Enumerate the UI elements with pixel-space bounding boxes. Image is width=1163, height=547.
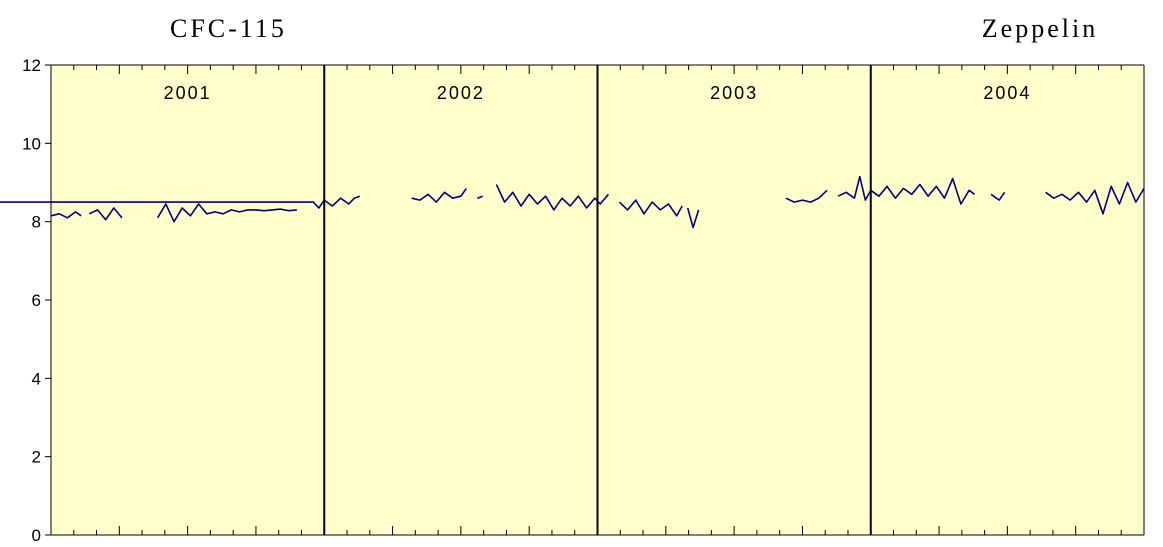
station-title: Zeppelin <box>981 14 1099 43</box>
y-tick-label: 4 <box>32 369 41 388</box>
data-line-segment <box>50 211 82 219</box>
data-line-segment <box>88 207 123 221</box>
data-line-segment <box>785 189 828 203</box>
year-label: 2001 <box>164 83 212 103</box>
data-line-segment <box>618 199 683 217</box>
data-line-segment <box>156 203 297 223</box>
data-line-segment <box>411 187 467 203</box>
data-line-segment <box>495 184 610 211</box>
year-label: 2002 <box>437 83 485 103</box>
data-line-segment <box>1045 181 1145 215</box>
chart-title: CFC-115 <box>170 14 287 43</box>
y-tick-label: 8 <box>32 213 41 232</box>
y-tick-label: 2 <box>32 448 41 467</box>
data-line-segment <box>837 175 976 205</box>
y-tick-label: 6 <box>32 291 41 310</box>
data-line-segment <box>686 207 700 229</box>
data-line-segment <box>990 191 1006 201</box>
y-tick-label: 10 <box>22 134 41 153</box>
data-line-segment <box>477 195 483 199</box>
year-label: 2004 <box>983 83 1031 103</box>
y-tick-label: 0 <box>32 526 41 545</box>
year-label: 2003 <box>710 83 758 103</box>
y-tick-label: 12 <box>22 56 41 75</box>
data-line-segment <box>0 195 361 209</box>
